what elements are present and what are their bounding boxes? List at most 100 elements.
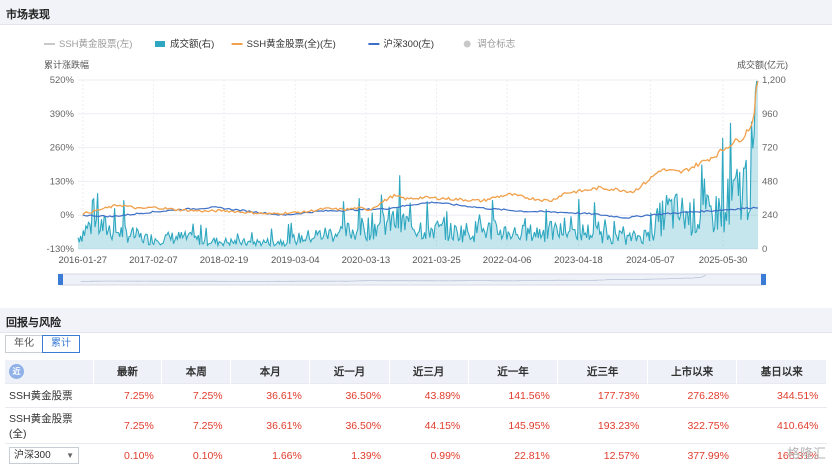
table-cell: 43.89% (389, 384, 468, 408)
table-cell: 0.10% (93, 444, 162, 467)
tab-cumulative[interactable]: 累计 (42, 335, 80, 353)
watermark-logo: 格隆汇 (787, 443, 826, 462)
navigator-left-handle[interactable] (58, 274, 63, 285)
table-corner[interactable]: 近 (5, 360, 93, 384)
table-cell: 36.50% (310, 384, 389, 408)
x-tick-label: 2024-05-07 (626, 255, 675, 266)
table-cell: 0.10% (162, 444, 231, 467)
right-tick-label: 1,200 (762, 75, 786, 86)
left-tick-label: 130% (50, 176, 75, 187)
table-cell: 7.25% (162, 384, 231, 408)
header-3m: 近三月 (389, 360, 468, 384)
right-tick-label: 0 (762, 244, 767, 255)
benchmark-select[interactable]: 沪深300 ▼ (9, 447, 79, 464)
right-tick-label: 720 (762, 143, 778, 154)
x-tick-label: 2020-03-13 (342, 255, 391, 266)
table-cell: 1.66% (231, 444, 310, 467)
period-tabs: 年化 累计 (5, 335, 80, 353)
right-tick-label: 480 (762, 176, 778, 187)
table-cell: 7.25% (93, 408, 162, 444)
returns-section-title: 回报与风险 (6, 314, 61, 330)
legend-item[interactable]: 调仓标志 (464, 38, 516, 50)
table-cell: 12.57% (558, 444, 648, 467)
chevron-down-icon: ▼ (66, 448, 74, 463)
table-cell: 7.25% (162, 408, 231, 444)
corner-badge[interactable]: 近 (9, 364, 24, 379)
legend-marker (464, 41, 471, 48)
x-tick-label: 2025-05-30 (699, 255, 748, 266)
table-cell: 36.50% (310, 408, 389, 444)
left-tick-label: -130% (47, 244, 75, 255)
market-chart[interactable]: SSH黄金股票(左) 成交额(右) SSH黄金股票(全)(左) 沪深300(左) 调仓标… (0, 24, 832, 294)
x-tick-label: 2023-04-18 (554, 255, 603, 266)
table-cell: 193.23% (558, 408, 648, 444)
right-tick-label: 960 (762, 109, 778, 120)
legend-label: SSH黄金股票(全)(左) (247, 38, 336, 50)
legend-label: 成交额(右) (170, 38, 214, 50)
series-turnover-line[interactable] (78, 81, 758, 246)
market-section-title: 市场表现 (6, 6, 50, 22)
table-cell: 141.56% (468, 384, 558, 408)
legend-label: 调仓标志 (477, 38, 515, 50)
x-tick-label: 2022-04-06 (483, 255, 532, 266)
tab-annualized[interactable]: 年化 (5, 335, 43, 353)
header-3y: 近三年 (558, 360, 648, 384)
left-tick-label: 260% (50, 143, 75, 154)
header-since-base: 基日以来 (737, 360, 827, 384)
header-1y: 近一年 (468, 360, 558, 384)
row-name: SSH黄金股票(全) (5, 408, 93, 444)
navigator-track[interactable] (60, 274, 764, 285)
header-week: 本周 (162, 360, 231, 384)
legend-item[interactable]: SSH黄金股票(全)(左) (232, 38, 336, 50)
legend-item[interactable]: 沪深300(左) (368, 38, 434, 50)
table-cell: 410.64% (737, 408, 827, 444)
legend-item[interactable]: 成交额(右) (155, 38, 214, 50)
x-tick-label: 2017-02-07 (129, 255, 178, 266)
table-cell: 145.95% (468, 408, 558, 444)
left-axis-ticks: 520% 390% 260% 130% 0% -130% (47, 75, 75, 255)
left-tick-label: 520% (50, 75, 75, 86)
legend-marker (155, 41, 165, 47)
table-cell: 36.61% (231, 384, 310, 408)
table-cell: 36.61% (231, 408, 310, 444)
returns-table: 近 最新 本周 本月 近一月 近三月 近一年 近三年 上市以来 基日以来 SSH… (5, 360, 827, 467)
table-cell: 0.99% (389, 444, 468, 467)
left-axis-label: 累计涨跌幅 (44, 59, 89, 70)
legend-label: 沪深300(左) (383, 38, 434, 50)
table-cell: 177.73% (558, 384, 648, 408)
watermark-text: 格隆汇 (787, 446, 826, 461)
left-tick-label: 390% (50, 109, 75, 120)
right-axis-ticks: 1,200 960 720 480 240 0 (762, 75, 786, 255)
legend-label: SSH黄金股票(左) (59, 38, 132, 50)
table-cell: 276.28% (647, 384, 737, 408)
x-tick-label: 2018-02-19 (200, 255, 249, 266)
table-cell: 322.75% (647, 408, 737, 444)
navigator-right-handle[interactable] (761, 274, 766, 285)
table-cell: 44.15% (389, 408, 468, 444)
benchmark-cell: 沪深300 ▼ (5, 444, 93, 467)
chart-legend[interactable]: SSH黄金股票(左) 成交额(右) SSH黄金股票(全)(左) 沪深300(左) 调仓标… (44, 38, 515, 50)
table-cell: 377.99% (647, 444, 737, 467)
header-latest: 最新 (93, 360, 162, 384)
range-navigator[interactable] (58, 274, 766, 285)
header-1m: 近一月 (310, 360, 389, 384)
x-tick-label: 2019-03-04 (271, 255, 320, 266)
table-cell: 1.39% (310, 444, 389, 467)
benchmark-select-value: 沪深300 (14, 450, 51, 461)
series-turnover-area (78, 81, 758, 249)
x-tick-label: 2016-01-27 (58, 255, 107, 266)
table-cell: 344.51% (737, 384, 827, 408)
left-tick-label: 0% (60, 210, 74, 221)
plot-area[interactable] (78, 81, 758, 249)
row-name: SSH黄金股票 (5, 384, 93, 408)
x-axis-ticks: 2016-01-27 2017-02-07 2018-02-19 2019-03-04… (58, 255, 747, 266)
legend-item[interactable]: SSH黄金股票(左) (44, 38, 132, 50)
table-row: SSH黄金股票(全) 7.25% 7.25% 36.61% 36.50% 44.… (5, 408, 827, 444)
table-cell: 22.81% (468, 444, 558, 467)
x-tick-label: 2021-03-25 (412, 255, 461, 266)
header-month: 本月 (231, 360, 310, 384)
table-row: SSH黄金股票 7.25% 7.25% 36.61% 36.50% 43.89%… (5, 384, 827, 408)
returns-section-header: 回报与风险 (0, 308, 832, 333)
right-tick-label: 240 (762, 210, 778, 221)
market-section-header: 市场表现 (0, 0, 832, 25)
